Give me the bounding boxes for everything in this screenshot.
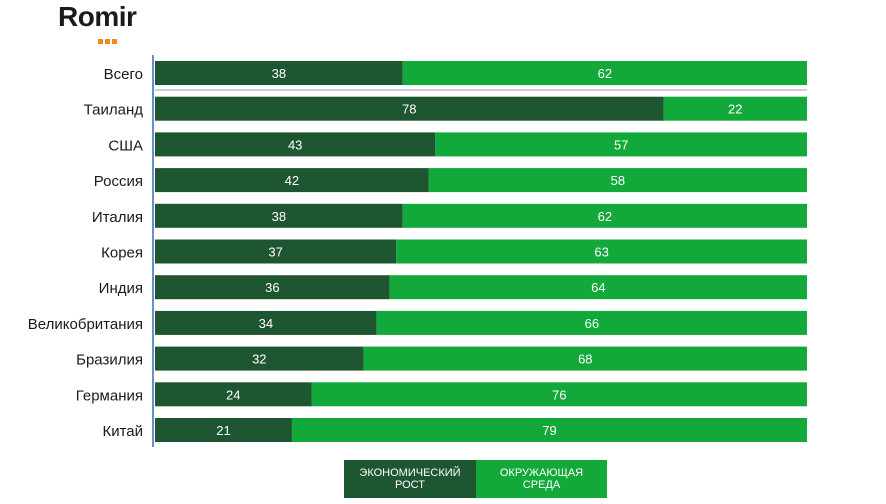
bar-segment-environment [311, 382, 807, 407]
logo-text: Romir [58, 1, 137, 32]
category-label: Бразилия [76, 352, 143, 369]
data-label: 22 [728, 102, 742, 117]
logo-dots [98, 31, 119, 49]
data-label: 34 [259, 316, 273, 331]
bar-segment-environment [663, 96, 807, 121]
bar-segment-economic [155, 61, 403, 85]
data-label: 62 [598, 66, 612, 81]
data-label: 43 [288, 137, 302, 152]
data-label: 62 [598, 209, 612, 224]
romir-logo: Romir [58, 0, 158, 44]
category-label: Китай [102, 423, 143, 440]
category-label: Корея [101, 245, 143, 262]
data-label: 38 [272, 209, 286, 224]
data-label: 76 [552, 387, 566, 402]
bar-segment-economic [155, 382, 312, 407]
category-label: Всего [104, 66, 143, 83]
data-label: 79 [542, 423, 556, 438]
data-label: 68 [578, 352, 592, 367]
category-label: Индия [99, 280, 143, 297]
data-label: 24 [226, 387, 240, 402]
bar-segment-economic [155, 346, 364, 371]
bar-segment-economic [155, 132, 436, 157]
legend-label: ОКРУЖАЮЩАЯ СРЕДА [499, 467, 584, 491]
bar-segment-environment [291, 418, 807, 442]
data-label: 64 [591, 280, 605, 295]
category-label: Таиланд [84, 102, 144, 119]
bar-segment-environment [402, 203, 807, 228]
bar-segment-economic [155, 96, 664, 121]
data-label: 42 [285, 173, 299, 188]
category-label: Россия [94, 173, 143, 190]
bar-segment-environment [376, 310, 807, 335]
chart-legend: ЭКОНОМИЧЕСКИЙ РОСТ ОКРУЖАЮЩАЯ СРЕДА [344, 460, 607, 498]
category-label: Германия [76, 387, 143, 404]
bar-segment-economic [155, 203, 403, 228]
bar-segment-economic [155, 168, 429, 193]
bar-segment-economic [155, 418, 292, 442]
bar-segment-economic [155, 239, 397, 264]
data-label: 36 [265, 280, 279, 295]
category-label: Италия [92, 209, 143, 226]
data-label: 32 [252, 352, 266, 367]
bar-segment-environment [389, 275, 807, 300]
data-label: 63 [594, 245, 608, 260]
category-label: США [108, 137, 143, 154]
data-label: 66 [585, 316, 599, 331]
data-label: 21 [216, 423, 230, 438]
legend-label: ЭКОНОМИЧЕСКИЙ РОСТ [359, 467, 461, 491]
bar-segment-environment [396, 239, 807, 264]
data-label: 58 [611, 173, 625, 188]
bar-segment-environment [363, 346, 807, 371]
category-label: Великобритания [28, 316, 143, 333]
bar-segment-environment [435, 132, 807, 157]
legend-item-economic: ЭКОНОМИЧЕСКИЙ РОСТ [344, 460, 476, 498]
data-label: 57 [614, 137, 628, 152]
data-label: 78 [402, 102, 416, 117]
bar-segment-environment [402, 61, 807, 85]
bar-segment-economic [155, 275, 390, 300]
data-label: 38 [272, 66, 286, 81]
bar-segment-environment [428, 168, 807, 193]
bar-segment-economic [155, 310, 377, 335]
legend-item-environment: ОКРУЖАЮЩАЯ СРЕДА [476, 460, 607, 498]
data-label: 37 [268, 245, 282, 260]
